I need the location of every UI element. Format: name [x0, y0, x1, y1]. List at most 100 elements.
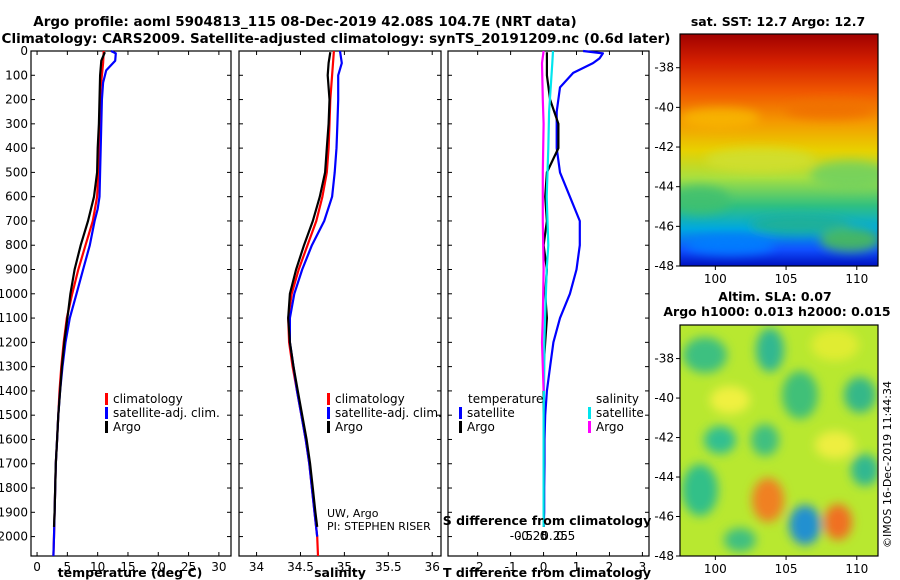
x-tick-label: 0	[540, 560, 548, 574]
lat-tick-label: -44	[654, 180, 674, 194]
depth-tick-label: 700	[5, 214, 28, 228]
x-tick-label: 34	[249, 560, 264, 574]
lat-tick-label: -40	[654, 100, 674, 114]
sla-map-frame	[679, 324, 879, 557]
difference-ticks: -2 -1 0 1 2 3	[448, 50, 649, 574]
series-line-s-argo	[540, 50, 545, 391]
depth-tick-label: 300	[5, 117, 28, 131]
salinity-series	[287, 50, 343, 557]
depth-tick-label: 1900	[0, 505, 28, 519]
depth-axis: 0 100 200 300 400 500 600 700 800 900 1000 1100 1200…	[0, 44, 28, 544]
s-tick-label: -0.5	[510, 529, 533, 543]
legend-s-argo: Argo	[596, 420, 624, 434]
x-tick-label: 3	[639, 560, 647, 574]
legend-climatology: climatology	[335, 392, 405, 406]
depth-tick-label: 1600	[0, 432, 28, 446]
lon-tick-label: 110	[845, 562, 868, 576]
lon-tick-label: 100	[704, 272, 727, 286]
depth-tick-label: 1400	[0, 384, 28, 398]
legend-swatch-s-argo	[588, 421, 591, 433]
x-tick-label: 20	[151, 560, 166, 574]
legend-salinity-title: salinity	[596, 392, 639, 406]
depth-tick-label: 1700	[0, 457, 28, 471]
legend-t-argo: Argo	[467, 420, 495, 434]
depth-tick-label: 1200	[0, 335, 28, 349]
legend-swatch-argo	[105, 421, 108, 433]
x-tick-label: 2	[606, 560, 614, 574]
temperature-panel: 0 5 10 15 20 25 30 temperature (deg C) climato…	[30, 50, 232, 580]
lat-tick-label: -42	[654, 140, 674, 154]
x-tick-label: 35	[337, 560, 352, 574]
temperature-xlabel: temperature (deg C)	[58, 565, 203, 580]
difference-panel: -2 -1 0 1 2 3 T difference from climatology S…	[443, 49, 652, 580]
s-difference-xlabel: S difference from climatology	[443, 513, 652, 528]
legend-swatch-satellite	[105, 407, 108, 419]
s-tick-label: 0	[540, 529, 548, 543]
depth-tick-label: 2000	[0, 530, 28, 544]
salinity-frame	[238, 50, 442, 557]
depth-tick-label: 0	[20, 44, 28, 58]
sst-map-title: sat. SST: 12.7 Argo: 12.7	[691, 14, 865, 29]
legend-swatch-argo	[327, 421, 330, 433]
depth-tick-label: 1000	[0, 287, 28, 301]
lat-tick-label: -48	[654, 549, 674, 563]
legend-satellite: satellite-adj. clim.	[335, 406, 442, 420]
depth-tick-label: 800	[5, 238, 28, 252]
legend-s-satellite: satellite	[596, 406, 644, 420]
depth-tick-label: 100	[5, 68, 28, 82]
legend-swatch-satellite	[327, 407, 330, 419]
s-tick-label: 0.5	[556, 529, 575, 543]
title-line-1: Argo profile: aoml 5904813_115 08-Dec-20…	[33, 14, 576, 30]
lat-tick-label: -40	[654, 391, 674, 405]
lon-tick-label: 105	[775, 562, 798, 576]
difference-frame	[447, 50, 650, 557]
temperature-frame	[30, 50, 232, 557]
sst-texture	[680, 101, 878, 255]
salinity-legend: climatology satellite-adj. clim. Argo	[327, 392, 442, 434]
depth-tick-label: 1100	[0, 311, 28, 325]
t-difference-xlabel: T difference from climatology	[443, 565, 651, 580]
lon-tick-label: 100	[704, 562, 727, 576]
sla-map-ticks: -38 -40 -42 -44 -46 -48 100 105 110	[654, 352, 868, 576]
legend-swatch-t-satellite	[459, 407, 462, 419]
difference-legend: temperature satellite Argo salinity sate…	[459, 392, 644, 434]
sla-map-title-1: Altim. SLA: 0.07	[718, 289, 831, 304]
lat-tick-label: -46	[654, 510, 674, 524]
legend-climatology: climatology	[113, 392, 183, 406]
depth-tick-label: 900	[5, 263, 28, 277]
salinity-xlabel: salinity	[314, 565, 366, 580]
x-tick-label: 15	[120, 560, 135, 574]
salinity-panel: 34 34.5 35 35.5 36 salinity climatology sate…	[238, 50, 442, 580]
x-tick-label: -2	[472, 560, 484, 574]
legend-swatch-climatology	[105, 393, 108, 405]
difference-series	[540, 49, 605, 527]
x-tick-label: 34.5	[287, 560, 314, 574]
lon-tick-label: 110	[845, 272, 868, 286]
annotation-institution: UW, Argo	[327, 507, 379, 520]
x-tick-label: -1	[505, 560, 517, 574]
lon-tick-label: 105	[775, 272, 798, 286]
lat-tick-label: -44	[654, 470, 674, 484]
sst-map: sat. SST: 12.7 Argo: 12.7 -38 -40 -42 -44 -4…	[654, 14, 879, 286]
sla-map: Altim. SLA: 0.07 Argo h1000: 0.013 h2000…	[654, 289, 890, 576]
depth-tick-label: 1800	[0, 481, 28, 495]
series-line-argo	[52, 51, 106, 527]
series-line-t-satellite	[542, 49, 605, 527]
depth-tick-label: 1300	[0, 360, 28, 374]
x-tick-label: 1	[573, 560, 581, 574]
legend-swatch-t-argo	[459, 421, 462, 433]
sst-map-frame	[679, 33, 879, 267]
title-line-2: Climatology: CARS2009. Satellite-adjuste…	[2, 31, 671, 47]
sst-map-ticks: -38 -40 -42 -44 -46 -48 100 105 110	[654, 61, 868, 286]
x-tick-label: 35.5	[375, 560, 402, 574]
series-line-satellite-adj-clim-	[52, 50, 117, 557]
x-tick-label: 10	[90, 560, 105, 574]
lat-tick-label: -46	[654, 219, 674, 233]
x-tick-label: 30	[211, 560, 226, 574]
temperature-series	[52, 50, 117, 557]
sla-texture	[682, 328, 878, 552]
depth-tick-label: 500	[5, 165, 28, 179]
depth-tick-label: 1500	[0, 408, 28, 422]
